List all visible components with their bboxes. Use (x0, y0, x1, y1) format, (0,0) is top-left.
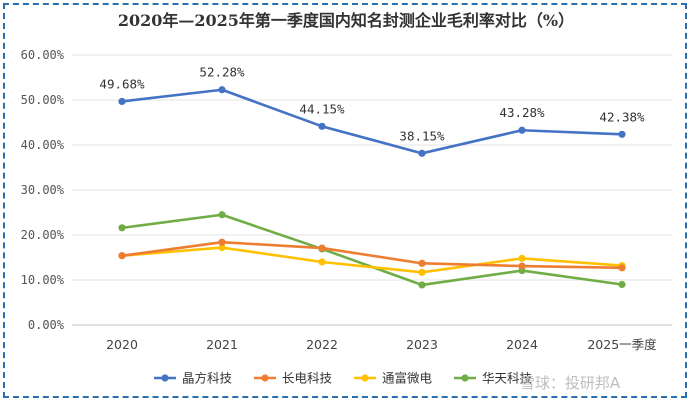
data-point (218, 244, 226, 252)
data-point (218, 238, 226, 246)
y-tick-label: 40.00% (21, 138, 65, 152)
data-point (618, 280, 626, 289)
y-tick-label: 10.00% (21, 273, 65, 287)
series-layer (118, 86, 626, 289)
x-tick-label: 2023 (406, 337, 438, 352)
y-tick-label: 50.00% (21, 93, 65, 107)
legend-item: 长电科技 (254, 371, 333, 386)
legend-marker (461, 374, 469, 382)
data-point (618, 264, 626, 272)
legend-item: 通富微电 (354, 371, 433, 386)
legend: 晶方科技 长电科技 通富微电 华天科技 (154, 371, 533, 386)
y-tick-label: 0.00% (28, 318, 65, 332)
x-tick-label: 2020 (106, 337, 138, 352)
watermark-text: 雪球：投研邦A (520, 374, 621, 392)
data-label: 42.38% (599, 109, 645, 124)
legend-label: 晶方科技 (182, 371, 233, 386)
data-point (318, 122, 326, 130)
legend-marker (161, 374, 169, 382)
y-axis-ticks: 0.00% 10.00% 20.00% 30.00% 40.00% 50.00% 60.00… (21, 48, 65, 332)
data-label: 52.28% (199, 65, 245, 80)
chart-frame (3, 3, 687, 398)
legend-label: 通富微电 (382, 371, 433, 386)
data-point (118, 252, 126, 260)
data-point (318, 258, 326, 266)
x-tick-label: 2021 (206, 337, 238, 352)
x-axis-ticks: 2020 2021 2022 2023 2024 2025一季度 (106, 337, 657, 352)
data-point (518, 262, 526, 270)
data-point (118, 224, 126, 232)
data-point (418, 281, 426, 289)
legend-marker (361, 374, 369, 382)
chart-title: 2020年—2025年第一季度国内知名封测企业毛利率对比（%） (118, 11, 574, 30)
legend-marker (261, 374, 269, 382)
series-line (120, 88, 624, 155)
legend-label: 长电科技 (282, 371, 333, 386)
data-label: 38.15% (399, 128, 445, 143)
data-point (418, 259, 426, 267)
data-point (518, 254, 526, 262)
legend-item: 晶方科技 (154, 371, 233, 386)
x-tick-label: 2025一季度 (587, 337, 657, 352)
data-label: 43.28% (499, 105, 545, 120)
data-label: 49.68% (99, 76, 145, 91)
legend-label: 华天科技 (482, 371, 533, 386)
data-point (618, 130, 626, 138)
y-tick-label: 60.00% (21, 48, 65, 62)
data-label: 44.15% (299, 101, 345, 116)
series-line (120, 240, 624, 270)
data-point (318, 244, 326, 252)
data-point (118, 97, 126, 106)
legend-item: 华天科技 (454, 371, 533, 386)
data-point (218, 211, 226, 219)
y-tick-label: 20.00% (21, 228, 65, 242)
data-point (518, 126, 526, 134)
gridlines (72, 54, 672, 326)
data-labels: 49.68% 52.28% 44.15% 38.15% 43.28% 42.38% (99, 65, 645, 144)
data-point (418, 268, 426, 276)
x-tick-label: 2022 (306, 337, 338, 352)
x-tick-label: 2024 (506, 337, 538, 352)
series-line (120, 246, 624, 274)
y-tick-label: 30.00% (21, 183, 65, 197)
data-point (218, 86, 226, 94)
data-point (418, 149, 426, 157)
